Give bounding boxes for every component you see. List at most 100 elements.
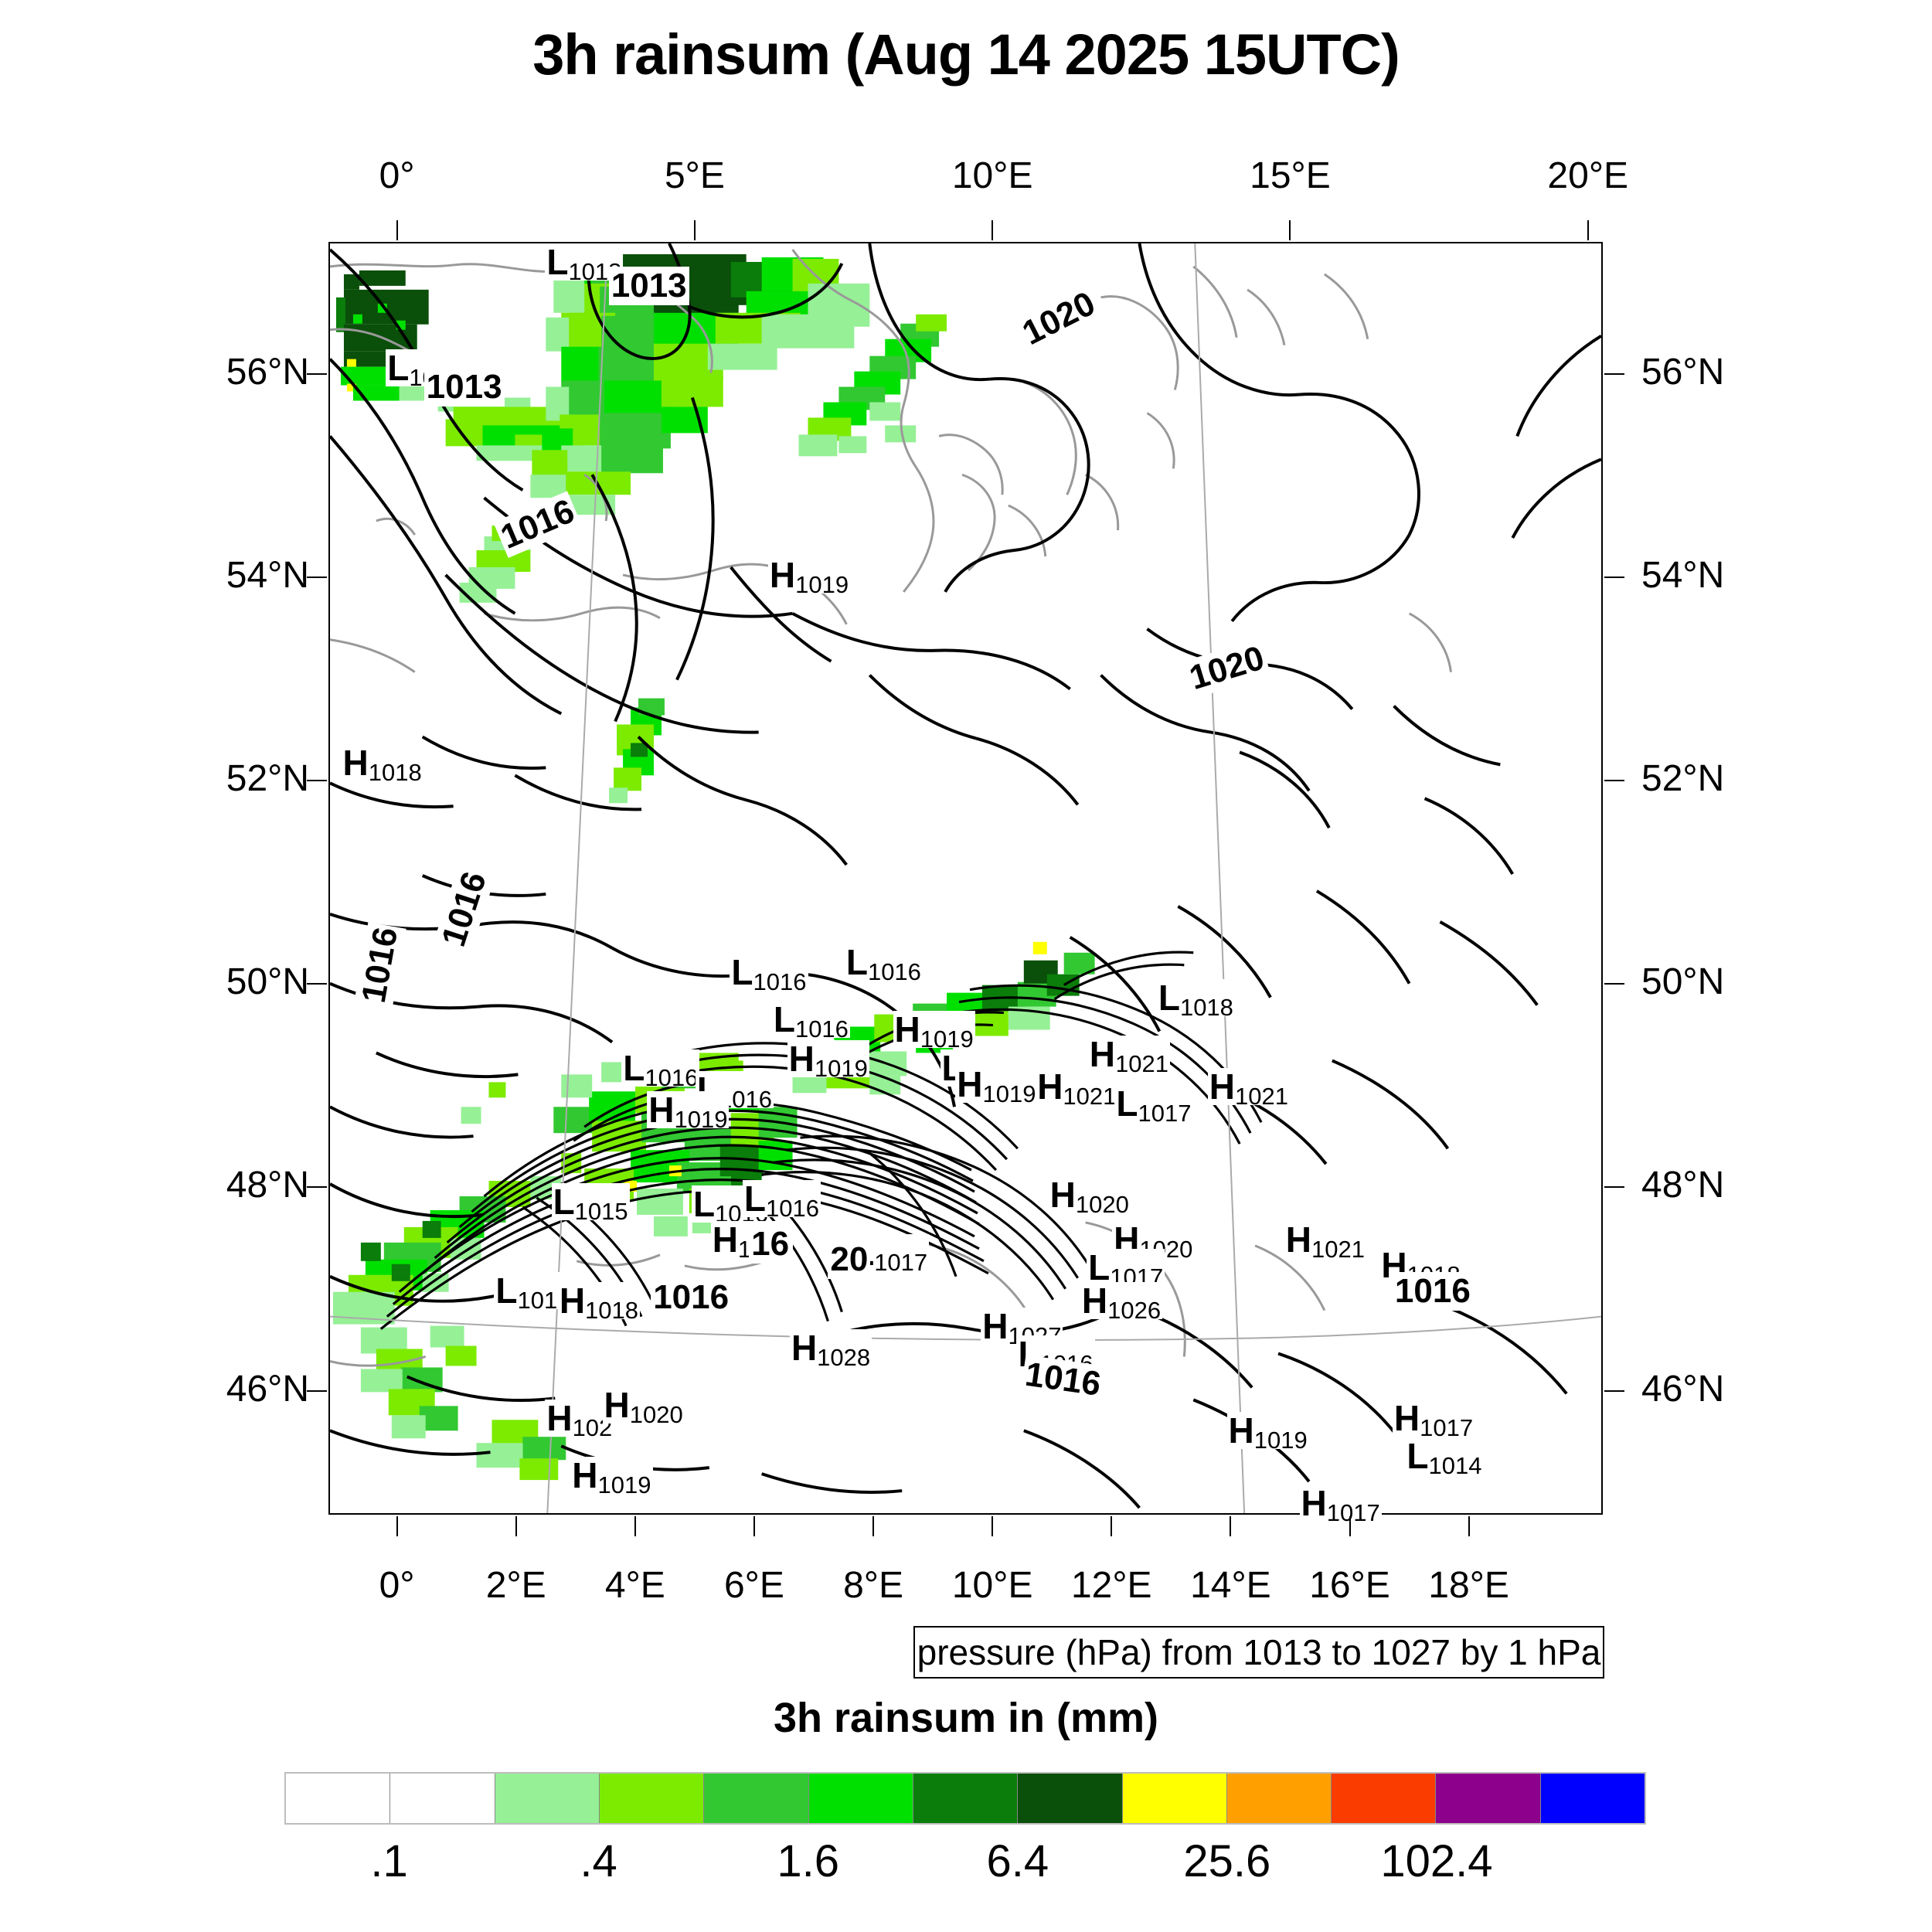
- colorbar-cell-8[interactable]: [1122, 1774, 1227, 1823]
- top-lon-label-4: 20°E: [1547, 155, 1629, 196]
- colorbar-title: 3h rainsum in (mm): [773, 1695, 1159, 1741]
- colorbar-tick-0: .1: [370, 1836, 408, 1886]
- pressure-center-l-6: L1016: [771, 999, 850, 1043]
- right-lat-label-5: 46°N: [1641, 1368, 1725, 1410]
- map-graphics: [330, 243, 1601, 1513]
- top-lon-tick-2: [992, 220, 994, 240]
- colorbar-cell-6[interactable]: [913, 1774, 1019, 1823]
- colorbar-tick-4: 25.6: [1183, 1836, 1271, 1886]
- pressure-center-l-4: L1016: [730, 952, 808, 996]
- pressure-center-l-5: L1016: [844, 942, 923, 986]
- colorbar-cell-1[interactable]: [390, 1774, 495, 1823]
- top-lon-tick-0: [396, 220, 398, 240]
- pressure-center-h-27: H1018: [557, 1281, 641, 1325]
- isobar-label-7: 16: [749, 1224, 792, 1264]
- bottom-lon-tick-1: [515, 1516, 517, 1536]
- pressure-center-h-29: H1021: [1284, 1219, 1366, 1264]
- left-lat-tick-4: [307, 1186, 327, 1189]
- bottom-lon-label-4: 8°E: [843, 1565, 904, 1606]
- top-lon-tick-4: [1587, 220, 1589, 240]
- left-lat-label-0: 56°N: [226, 352, 309, 393]
- bottom-lon-label-6: 12°E: [1070, 1565, 1152, 1606]
- pressure-center-l-0: L1013: [545, 242, 624, 286]
- colorbar[interactable]: [284, 1772, 1646, 1825]
- pressure-center-h-16: H1019: [955, 1064, 1038, 1108]
- bottom-lon-tick-8: [1349, 1516, 1351, 1536]
- colorbar-tick-1: .4: [580, 1836, 617, 1886]
- bottom-lon-label-3: 6°E: [723, 1565, 784, 1606]
- colorbar-cell-11[interactable]: [1436, 1774, 1541, 1823]
- pressure-center-h-38: H1019: [1226, 1410, 1309, 1454]
- top-lon-tick-1: [693, 220, 696, 240]
- page-title: 3h rainsum (Aug 14 2025 15UTC): [532, 22, 1400, 87]
- bottom-lon-label-5: 10°E: [951, 1565, 1033, 1606]
- top-lon-label-1: 5°E: [664, 155, 725, 196]
- bottom-lon-tick-2: [634, 1516, 636, 1536]
- bottom-lon-tick-3: [753, 1516, 755, 1536]
- pressure-center-h-17: H1021: [1036, 1066, 1118, 1111]
- colorbar-cell-0[interactable]: [286, 1774, 391, 1823]
- left-lat-tick-3: [307, 983, 327, 985]
- colorbar-cell-7[interactable]: [1018, 1774, 1123, 1823]
- left-lat-label-3: 50°N: [226, 961, 309, 1003]
- bottom-lon-label-1: 2°E: [485, 1565, 546, 1606]
- coastlines: [330, 249, 1452, 1367]
- colorbar-cell-4[interactable]: [704, 1774, 809, 1823]
- pressure-center-h-36: H1020: [602, 1385, 685, 1429]
- map-plot-area: [328, 242, 1603, 1515]
- left-lat-tick-2: [307, 780, 327, 782]
- isobar-label-8: 20: [828, 1240, 871, 1279]
- alpine-isobar-bundle: [379, 951, 1263, 1330]
- colorbar-tick-labels: .1 .4 1.6 6.4 25.6 102.4: [284, 1835, 1646, 1905]
- left-lat-tick-0: [307, 373, 327, 375]
- pressure-center-l-22: L1015: [551, 1181, 630, 1225]
- bottom-lon-label-2: 4°E: [604, 1565, 665, 1606]
- pressure-center-h-19: H1020: [1048, 1175, 1131, 1219]
- bottom-lon-label-7: 14°E: [1190, 1565, 1271, 1606]
- colorbar-cell-5[interactable]: [808, 1774, 913, 1823]
- colorbar-tick-3: 6.4: [986, 1836, 1049, 1886]
- left-lat-tick-5: [307, 1389, 327, 1392]
- pressure-center-l-24: L1016: [742, 1179, 821, 1223]
- pressure-center-l-40: L1014: [1405, 1436, 1484, 1480]
- pressure-center-h-3: H1018: [341, 742, 423, 786]
- bottom-lon-tick-6: [1111, 1516, 1113, 1536]
- isobar-label-11: 1016: [1392, 1271, 1473, 1311]
- pressure-center-h-34: H1028: [789, 1328, 872, 1372]
- pressure-center-h-37: H1019: [570, 1454, 653, 1498]
- colorbar-cell-3[interactable]: [599, 1774, 705, 1823]
- colorbar-cell-12[interactable]: [1540, 1774, 1645, 1823]
- top-lon-label-3: 15°E: [1250, 155, 1331, 196]
- right-lat-tick-5: [1604, 1389, 1624, 1392]
- bottom-lon-label-8: 16°E: [1309, 1565, 1390, 1606]
- right-lat-label-1: 54°N: [1641, 555, 1725, 597]
- bottom-lon-label-0: 0°: [379, 1565, 415, 1606]
- pressure-center-h-7: H1019: [893, 1009, 975, 1053]
- pressure-center-h-2: H1019: [767, 555, 851, 599]
- pressure-center-l-8: L1016: [621, 1047, 700, 1091]
- pressure-center-l-18: L1017: [1114, 1083, 1193, 1127]
- bottom-lon-tick-7: [1230, 1516, 1232, 1536]
- colorbar-tick-5: 102.4: [1380, 1836, 1493, 1886]
- colorbar-cell-2[interactable]: [495, 1774, 600, 1823]
- pressure-center-h-15: H1019: [647, 1090, 730, 1134]
- colorbar-cell-10[interactable]: [1332, 1774, 1437, 1823]
- top-lon-label-0: 0°: [379, 155, 415, 196]
- pressure-center-h-9: H1019: [787, 1039, 869, 1083]
- colorbar-cell-9[interactable]: [1226, 1774, 1332, 1823]
- pressure-center-h-13: H1021: [1087, 1033, 1170, 1077]
- left-lat-label-2: 52°N: [226, 758, 309, 800]
- isobar-label-1: 1013: [423, 368, 505, 407]
- pressure-center-l-21: L1017: [1087, 1247, 1165, 1291]
- pressure-center-l-12: L1018: [1156, 978, 1235, 1022]
- bottom-lon-tick-4: [872, 1516, 875, 1536]
- pressure-legend: pressure (hPa) from 1013 to 1027 by 1 hP…: [913, 1626, 1604, 1679]
- left-lat-tick-1: [307, 577, 327, 579]
- right-lat-tick-1: [1604, 577, 1624, 579]
- right-lat-label-0: 56°N: [1641, 352, 1725, 393]
- isobar-label-0: 1013: [608, 266, 689, 305]
- right-lat-label-2: 52°N: [1641, 758, 1725, 800]
- pressure-center-h-31: H1026: [1080, 1281, 1163, 1325]
- bottom-lon-tick-9: [1468, 1516, 1470, 1536]
- left-lat-label-4: 48°N: [226, 1165, 309, 1206]
